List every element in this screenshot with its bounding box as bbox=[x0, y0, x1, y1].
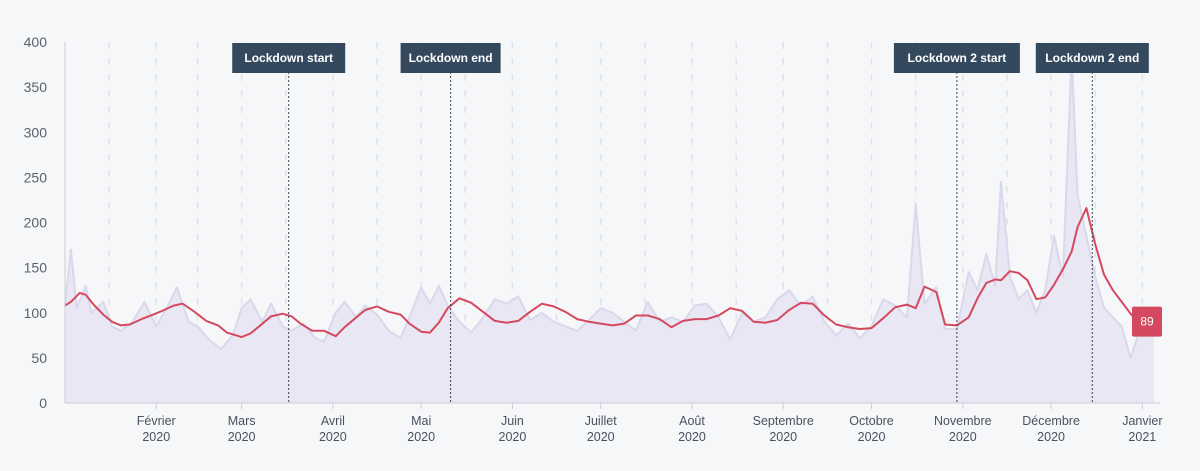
x-tick-year: 2020 bbox=[949, 430, 977, 444]
annotation-text: Lockdown end bbox=[409, 51, 493, 65]
x-tick-year: 2020 bbox=[142, 430, 170, 444]
annotation-text: Lockdown 2 start bbox=[908, 51, 1007, 65]
x-tick-year: 2020 bbox=[499, 430, 527, 444]
annotation-box bbox=[1035, 43, 1149, 73]
annotation-label: Lockdown end bbox=[400, 43, 501, 73]
annotation-box bbox=[893, 43, 1020, 73]
y-tick-label: 300 bbox=[24, 124, 48, 140]
x-tick-month: Janvier bbox=[1122, 414, 1162, 428]
x-tick-month: Avril bbox=[321, 414, 345, 428]
last-value: 89 bbox=[1132, 306, 1162, 337]
x-tick-month: Septembre bbox=[753, 414, 814, 428]
x-tick-month: Juillet bbox=[585, 414, 617, 428]
y-tick-label: 50 bbox=[31, 350, 47, 366]
x-tick-month: Mai bbox=[411, 414, 431, 428]
annotation-text: Lockdown 2 end bbox=[1045, 51, 1139, 65]
x-tick-month: Décembre bbox=[1022, 414, 1080, 428]
x-tick-year: 2020 bbox=[228, 430, 256, 444]
raw-line bbox=[64, 54, 1155, 359]
x-tick-year: 2020 bbox=[1037, 430, 1065, 444]
annotation-box bbox=[400, 43, 501, 73]
x-tick-year: 2020 bbox=[858, 430, 886, 444]
grid-lines bbox=[108, 42, 1144, 403]
y-tick-label: 250 bbox=[24, 169, 48, 185]
x-tick-year: 2021 bbox=[1128, 430, 1156, 444]
annotation-box bbox=[232, 43, 346, 73]
x-tick-month: Octobre bbox=[849, 414, 894, 428]
y-tick-label: 100 bbox=[24, 305, 48, 321]
x-tick-year: 2020 bbox=[678, 430, 706, 444]
y-tick-label: 200 bbox=[24, 215, 48, 231]
annotation-label: Lockdown start bbox=[232, 43, 346, 73]
last-value-box bbox=[1132, 306, 1162, 337]
x-tick-year: 2020 bbox=[587, 430, 615, 444]
x-tick-month: Mars bbox=[228, 414, 256, 428]
x-tick-year: 2020 bbox=[319, 430, 347, 444]
x-tick-year: 2020 bbox=[769, 430, 797, 444]
raw-area bbox=[65, 55, 1155, 403]
axes: 0 50 100 150 200 250 300 350 400 Février 2020 Mars 2… bbox=[24, 34, 1163, 444]
x-tick-month: Juin bbox=[501, 414, 524, 428]
raw-data-series bbox=[64, 54, 1155, 403]
y-tick-label: 350 bbox=[24, 79, 48, 95]
annotation-label: Lockdown 2 start bbox=[893, 43, 1020, 73]
last-value-text: 89 bbox=[1140, 315, 1154, 329]
annotation-text: Lockdown start bbox=[244, 51, 333, 65]
y-tick-label: 400 bbox=[24, 34, 48, 50]
x-tick-month: Novembre bbox=[934, 414, 992, 428]
x-tick-month: Février bbox=[137, 414, 176, 428]
annotation-label: Lockdown 2 end bbox=[1035, 43, 1149, 73]
x-tick-year: 2020 bbox=[407, 430, 435, 444]
average-line bbox=[64, 207, 1155, 339]
x-tick-month: Août bbox=[679, 414, 705, 428]
average-series bbox=[64, 207, 1155, 339]
annotations: Lockdown start Lockdown end Lockdown 2 sta… bbox=[232, 43, 1149, 403]
y-tick-label: 0 bbox=[39, 395, 47, 411]
y-tick-label: 150 bbox=[24, 260, 48, 276]
